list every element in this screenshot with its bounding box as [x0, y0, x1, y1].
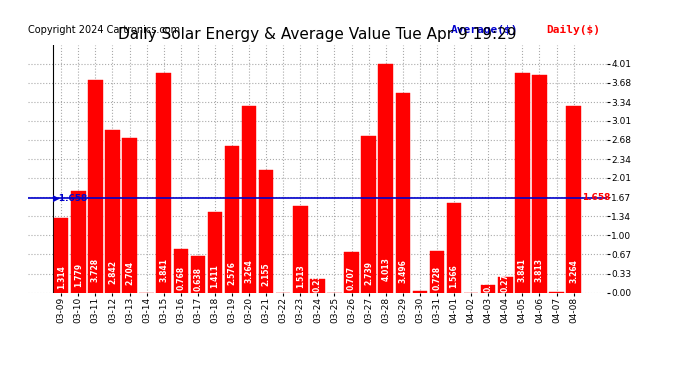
Text: 1.658: 1.658 [582, 194, 611, 202]
Text: 3.813: 3.813 [535, 258, 544, 282]
Bar [515, 74, 530, 292]
Text: 3.264: 3.264 [569, 260, 578, 283]
Text: 1.411: 1.411 [210, 265, 219, 288]
Text: 2.704: 2.704 [125, 261, 134, 285]
Text: 1.314: 1.314 [57, 265, 66, 289]
Bar [190, 256, 205, 292]
Text: 2.842: 2.842 [108, 260, 117, 284]
Text: 1.513: 1.513 [296, 264, 305, 288]
Text: 4.013: 4.013 [381, 257, 391, 281]
Bar [362, 136, 376, 292]
Bar [395, 93, 410, 292]
Bar [447, 203, 462, 292]
Text: Average($): Average($) [451, 25, 518, 35]
Text: 0.707: 0.707 [347, 266, 356, 291]
Text: 0.638: 0.638 [193, 267, 202, 291]
Bar [259, 170, 273, 292]
Bar [378, 64, 393, 292]
Bar [122, 138, 137, 292]
Text: 2.155: 2.155 [262, 263, 270, 286]
Bar [498, 277, 513, 292]
Text: 3.264: 3.264 [244, 260, 254, 283]
Text: 2.576: 2.576 [228, 261, 237, 285]
Text: 2.739: 2.739 [364, 261, 373, 285]
Text: 0.276: 0.276 [501, 268, 510, 292]
Bar [157, 74, 171, 292]
Bar [241, 106, 257, 292]
Text: 3.841: 3.841 [159, 258, 168, 282]
Text: Copyright 2024 Cartronics.com: Copyright 2024 Cartronics.com [28, 25, 179, 35]
Text: 0.231: 0.231 [313, 268, 322, 292]
Text: 3.841: 3.841 [518, 258, 527, 282]
Title: Daily Solar Energy & Average Value Tue Apr 9 19:29: Daily Solar Energy & Average Value Tue A… [118, 27, 517, 42]
Bar [54, 217, 68, 292]
Bar [344, 252, 359, 292]
Bar [105, 130, 119, 292]
Bar [208, 212, 222, 292]
Bar [71, 191, 86, 292]
Bar [173, 249, 188, 292]
Text: 0.768: 0.768 [176, 266, 185, 290]
Text: 0.139: 0.139 [484, 268, 493, 292]
Bar [293, 206, 308, 292]
Text: 0.728: 0.728 [433, 266, 442, 290]
Bar [413, 291, 427, 292]
Bar [566, 106, 581, 292]
Text: ▶1.658: ▶1.658 [52, 194, 88, 202]
Bar [430, 251, 444, 292]
Bar [225, 146, 239, 292]
Bar [310, 279, 325, 292]
Text: 3.496: 3.496 [398, 259, 407, 282]
Text: 1.566: 1.566 [450, 264, 459, 288]
Text: Daily($): Daily($) [546, 25, 600, 35]
Text: 1.779: 1.779 [74, 263, 83, 287]
Bar [88, 80, 103, 292]
Bar [532, 75, 546, 292]
Bar [481, 285, 495, 292]
Text: 3.728: 3.728 [91, 258, 100, 282]
